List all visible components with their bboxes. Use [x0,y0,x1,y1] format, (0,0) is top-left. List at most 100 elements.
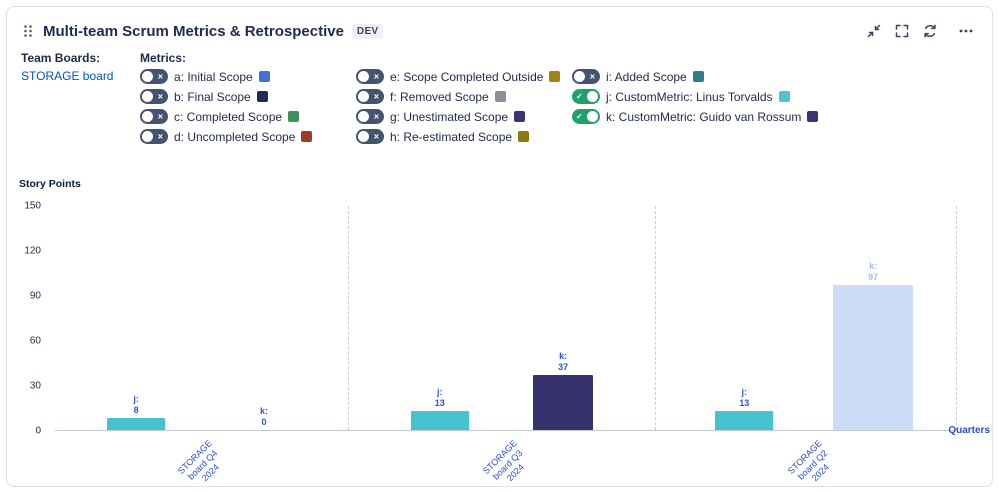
metric-label: g: Unestimated Scope [390,109,509,124]
refresh-icon[interactable] [918,19,942,43]
metric-color-swatch [494,91,506,102]
metrics-grid: × a: Initial Scope × b: Final Scope × c: Comp… [140,69,978,144]
toggle-state-icon: × [157,71,163,81]
metric-color-swatch [692,71,704,82]
bar-slot-k-2: k: 37 [533,350,594,430]
metric-item-e: × e: Scope Completed Outside [356,69,572,84]
metric-item-f: × f: Removed Scope [356,89,572,104]
metric-label: i: Added Scope [606,69,687,84]
metric-label: b: Final Scope [174,89,251,104]
header-actions [862,19,978,43]
bar-j-3[interactable] [715,410,774,430]
metric-label: h: Re-estimated Scope [390,129,513,144]
metric-label: c: Completed Scope [174,109,283,124]
metric-toggle-b[interactable]: × [140,89,168,104]
toggle-state-icon: × [373,91,379,101]
storage-board-link[interactable]: STORAGE board [21,69,114,83]
toggle-state-icon: × [157,91,163,101]
metric-color-swatch [549,71,561,82]
fullscreen-icon[interactable] [890,19,914,43]
bar-slot-k-3: k: 97 [833,261,914,430]
chart: Story Points 0 30 60 90 120 150 j: 8 k: 0 j: 13 k: 3… [7,178,992,484]
toggle-state-icon: × [157,111,163,121]
gadget-header: Multi-team Scrum Metrics & Retrospective… [7,7,992,49]
metric-item-b: × b: Final Scope [140,89,356,104]
metric-color-swatch [514,111,526,122]
metrics-label: Metrics: [140,51,187,65]
metric-item-a: × a: Initial Scope [140,69,356,84]
bar-slot-j-1: j: 8 [107,394,166,430]
bar-j-2[interactable] [410,410,469,430]
toggle-knob [587,111,598,122]
toggle-knob [142,71,153,82]
grid-line-vertical [956,206,957,430]
metric-toggle-h[interactable]: × [356,129,384,144]
plot-area: j: 8 k: 0 j: 13 k: 37 j: 13 k: 97 [55,206,957,431]
metric-label: a: Initial Scope [174,69,253,84]
dashboard-gadget: Multi-team Scrum Metrics & Retrospective… [6,6,993,487]
y-axis-tick-label: 0 [35,425,41,437]
more-options-icon[interactable] [954,19,978,43]
metric-item-g: × g: Unestimated Scope [356,109,572,124]
x-axis-title: Quarters [948,425,990,436]
toggle-state-icon: × [373,111,379,121]
bar-slot-j-3: j: 13 [715,386,774,430]
drag-handle-icon[interactable] [21,22,35,40]
metrics-column: × e: Scope Completed Outside × f: Removed S… [356,69,572,144]
x-axis: STORAGE board Q4 2024 STORAGE board Q3 2024 ST… [55,434,956,484]
y-axis-tick-label: 60 [29,335,41,347]
metric-color-swatch [256,91,268,102]
bar-value-label: j: 8 [133,394,139,416]
bar-value-label: j: 13 [739,386,750,408]
y-axis-tick-label: 120 [24,245,41,257]
dev-badge: DEV [351,23,384,39]
grid-line-vertical [655,206,657,430]
metric-toggle-f[interactable]: × [356,89,384,104]
toggle-knob [142,111,153,122]
metric-color-swatch [258,71,270,82]
x-category-label-text: STORAGE board Q2 2024 [786,438,832,483]
toggle-knob [142,131,153,142]
metric-item-k: ✓ k: CustomMetric: Guido van Rossum [572,109,819,124]
bar-k-3[interactable] [833,284,914,430]
y-axis-tick-label: 30 [29,380,41,392]
collapse-icon[interactable] [862,19,886,43]
team-boards-label: Team Boards: [21,51,101,65]
toggle-state-icon: ✓ [576,111,583,121]
toggle-state-icon: × [157,131,163,141]
metric-color-swatch [288,111,300,122]
metric-toggle-d[interactable]: × [140,129,168,144]
metric-toggle-e[interactable]: × [356,69,384,84]
bar-j-1[interactable] [107,418,166,430]
x-category-label-text: STORAGE board Q3 2024 [480,438,526,483]
metric-item-i: × i: Added Scope [572,69,788,84]
metric-toggle-g[interactable]: × [356,109,384,124]
metric-color-swatch [778,91,790,102]
bar-value-label: j: 13 [434,386,445,408]
y-axis-tick-label: 150 [24,200,41,212]
metric-item-c: × c: Completed Scope [140,109,356,124]
team-boards-section: Team Boards: STORAGE board [21,51,140,144]
metric-item-j: ✓ j: CustomMetric: Linus Torvalds [572,89,790,104]
metric-label: d: Uncompleted Scope [174,129,296,144]
toggle-knob [587,91,598,102]
metric-toggle-a[interactable]: × [140,69,168,84]
metric-label: f: Removed Scope [390,89,489,104]
toggle-state-icon: ✓ [576,91,583,101]
gadget-title: Multi-team Scrum Metrics & Retrospective [43,22,344,40]
metric-toggle-k[interactable]: ✓ [572,109,600,124]
metric-toggle-c[interactable]: × [140,109,168,124]
metric-color-swatch [518,131,530,142]
toggle-knob [358,91,369,102]
metric-label: e: Scope Completed Outside [390,69,544,84]
bar-value-label: k: 37 [558,350,569,372]
metrics-column: × a: Initial Scope × b: Final Scope × c: Comp… [140,69,356,144]
toggle-knob [358,111,369,122]
metrics-section: Metrics: × a: Initial Scope × b: Final Scop… [140,51,978,144]
metric-toggle-i[interactable]: × [572,69,600,84]
metrics-column: × i: Added Scope ✓ j: CustomMetric: Linus T… [572,69,819,144]
metric-color-swatch [301,131,313,142]
bar-k-2[interactable] [533,374,594,430]
metric-label: k: CustomMetric: Guido van Rossum [606,109,802,124]
metric-toggle-j[interactable]: ✓ [572,89,600,104]
